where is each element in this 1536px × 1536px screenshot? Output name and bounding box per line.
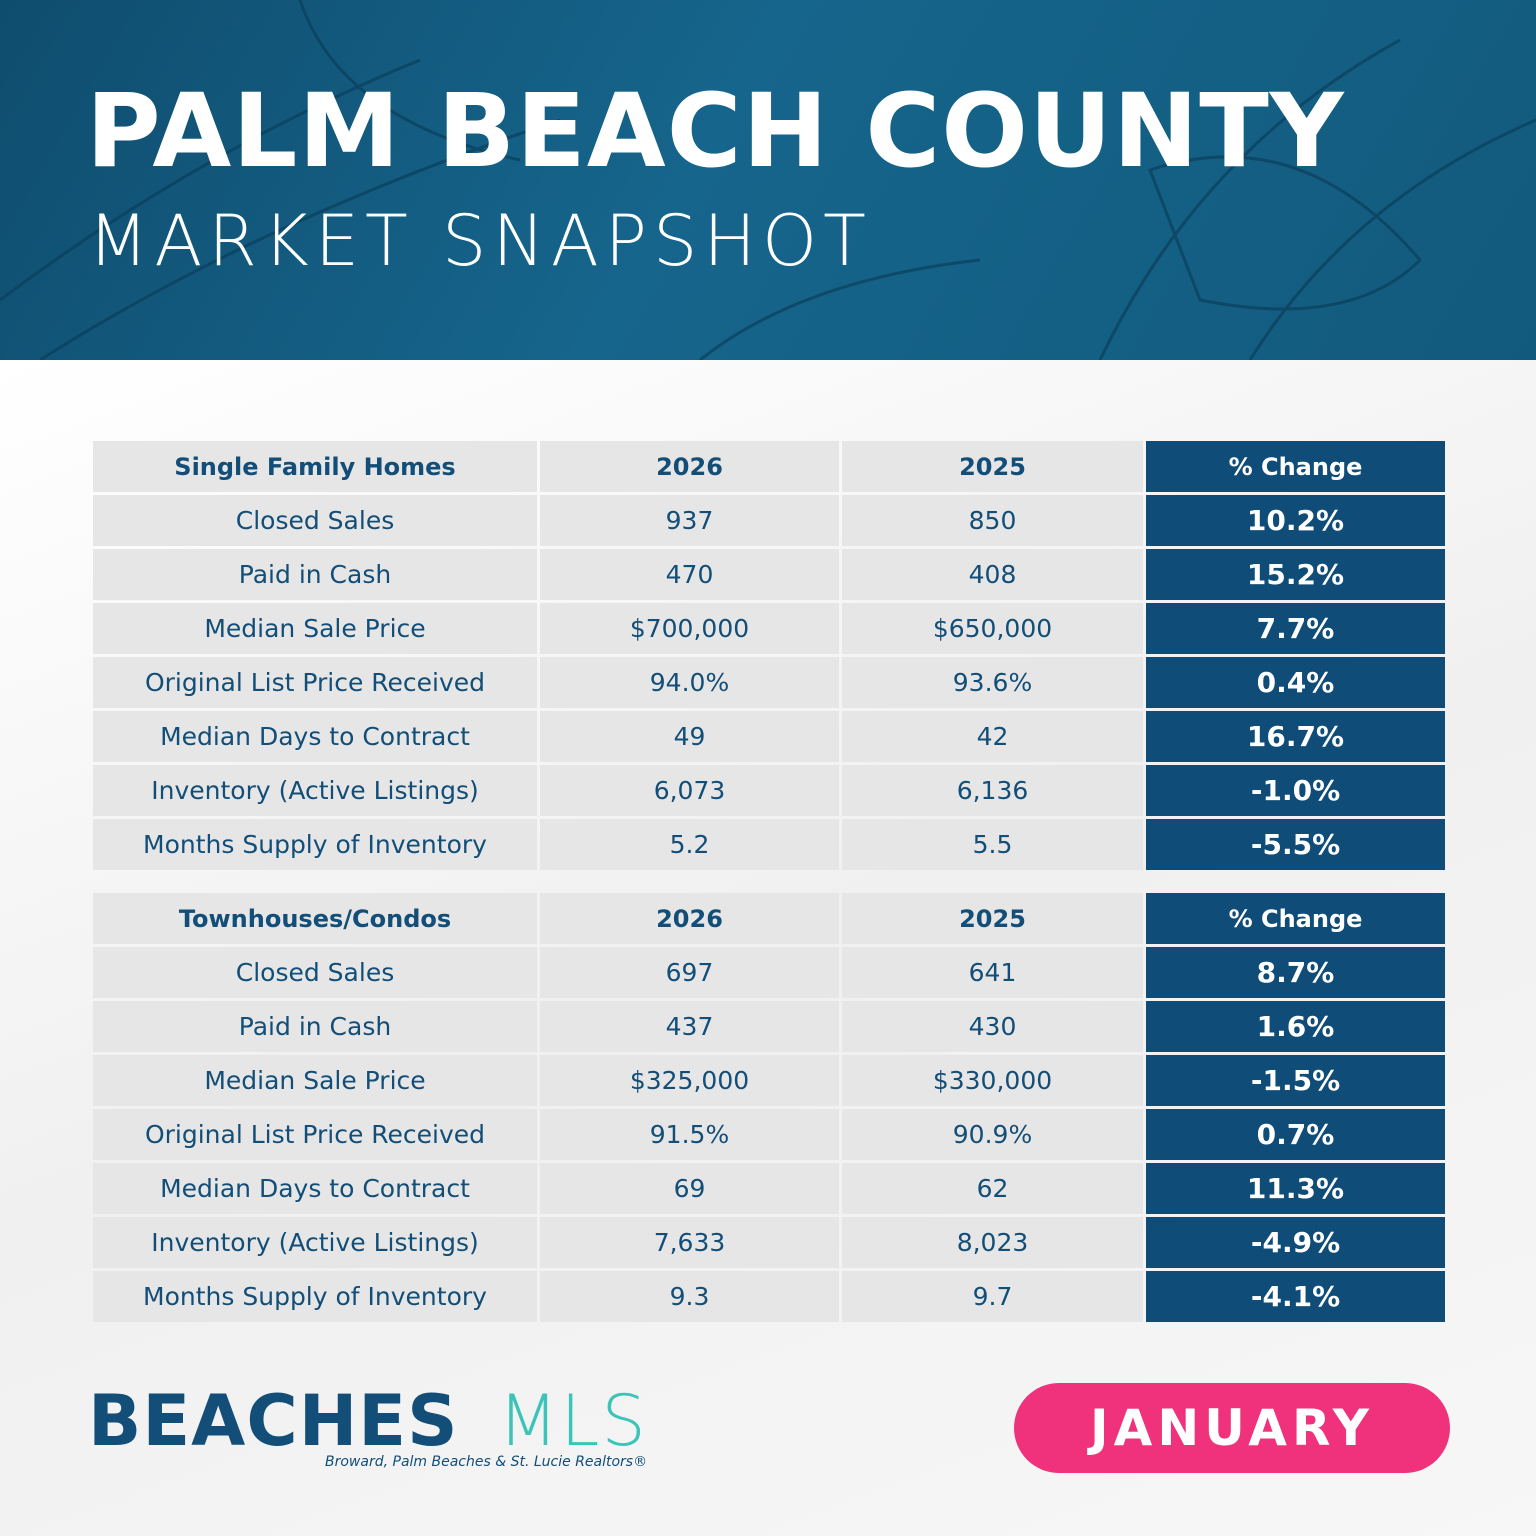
value-cell: 94.0% (540, 657, 839, 708)
value-cell: 8,023 (842, 1217, 1143, 1268)
value-cell: 5.2 (540, 819, 839, 870)
value-cell: $330,000 (842, 1055, 1143, 1106)
row-label: Median Days to Contract (93, 711, 537, 762)
value-cell: 49 (540, 711, 839, 762)
value-cell: 641 (842, 947, 1143, 998)
month-badge: JANUARY (1014, 1383, 1450, 1473)
row-label: Original List Price Received (93, 657, 537, 708)
row-label: Months Supply of Inventory (93, 819, 537, 870)
percent-change-cell: 8.7% (1146, 947, 1445, 998)
value-cell: 697 (540, 947, 839, 998)
row-label: Closed Sales (93, 947, 537, 998)
value-cell: $650,000 (842, 603, 1143, 654)
percent-change-cell: 7.7% (1146, 603, 1445, 654)
column-header: % Change (1146, 441, 1445, 492)
value-cell: 408 (842, 549, 1143, 600)
column-header: 2025 (842, 893, 1143, 944)
value-cell: 6,073 (540, 765, 839, 816)
percent-change-cell: -4.9% (1146, 1217, 1445, 1268)
header-banner: PALM BEACH COUNTY MARKET SNAPSHOT (0, 0, 1536, 360)
page-subtitle: MARKET SNAPSHOT (88, 200, 872, 282)
value-cell: 90.9% (842, 1109, 1143, 1160)
row-label: Median Days to Contract (93, 1163, 537, 1214)
logo-tagline: Broward, Palm Beaches & St. Lucie Realto… (325, 1454, 648, 1470)
percent-change-cell: -1.5% (1146, 1055, 1445, 1106)
percent-change-cell: 0.4% (1146, 657, 1445, 708)
value-cell: 69 (540, 1163, 839, 1214)
row-label: Inventory (Active Listings) (93, 1217, 537, 1268)
percent-change-cell: 10.2% (1146, 495, 1445, 546)
percent-change-cell: 0.7% (1146, 1109, 1445, 1160)
value-cell: 93.6% (842, 657, 1143, 708)
row-label: Inventory (Active Listings) (93, 765, 537, 816)
single-family-table: Single Family Homes 2026 2025% Change Close… (93, 441, 1446, 870)
row-label: Paid in Cash (93, 549, 537, 600)
row-label: Paid in Cash (93, 1001, 537, 1052)
value-cell: $325,000 (540, 1055, 839, 1106)
column-header: Townhouses/Condos (93, 893, 537, 944)
row-label: Median Sale Price (93, 603, 537, 654)
townhouse-condo-table: Townhouses/Condos 2026 2025% Change Closed … (93, 893, 1446, 1322)
page-title: PALM BEACH COUNTY (86, 72, 1345, 191)
palm-leaf-pattern-icon (0, 0, 1536, 360)
value-cell: 6,136 (842, 765, 1143, 816)
value-cell: 470 (540, 549, 839, 600)
value-cell: 91.5% (540, 1109, 839, 1160)
percent-change-cell: -4.1% (1146, 1271, 1445, 1322)
column-header: 2025 (842, 441, 1143, 492)
value-cell: 62 (842, 1163, 1143, 1214)
column-header: 2026 (540, 441, 839, 492)
percent-change-cell: 1.6% (1146, 1001, 1445, 1052)
percent-change-cell: 16.7% (1146, 711, 1445, 762)
column-header: 2026 (540, 893, 839, 944)
percent-change-cell: 15.2% (1146, 549, 1445, 600)
row-label: Median Sale Price (93, 1055, 537, 1106)
percent-change-cell: 11.3% (1146, 1163, 1445, 1214)
value-cell: 937 (540, 495, 839, 546)
column-header: % Change (1146, 893, 1445, 944)
logo-bold-text: BEACHES (88, 1380, 459, 1462)
row-label: Months Supply of Inventory (93, 1271, 537, 1322)
value-cell: 430 (842, 1001, 1143, 1052)
logo-light-text: MLS (498, 1380, 648, 1462)
value-cell: 42 (842, 711, 1143, 762)
value-cell: 5.5 (842, 819, 1143, 870)
row-label: Original List Price Received (93, 1109, 537, 1160)
value-cell: 7,633 (540, 1217, 839, 1268)
value-cell: 850 (842, 495, 1143, 546)
value-cell: $700,000 (540, 603, 839, 654)
value-cell: 9.3 (540, 1271, 839, 1322)
row-label: Closed Sales (93, 495, 537, 546)
value-cell: 9.7 (842, 1271, 1143, 1322)
beaches-mls-logo: BEACHES MLS Broward, Palm Beaches & St. … (88, 1380, 668, 1480)
value-cell: 437 (540, 1001, 839, 1052)
percent-change-cell: -5.5% (1146, 819, 1445, 870)
column-header: Single Family Homes (93, 441, 537, 492)
percent-change-cell: -1.0% (1146, 765, 1445, 816)
